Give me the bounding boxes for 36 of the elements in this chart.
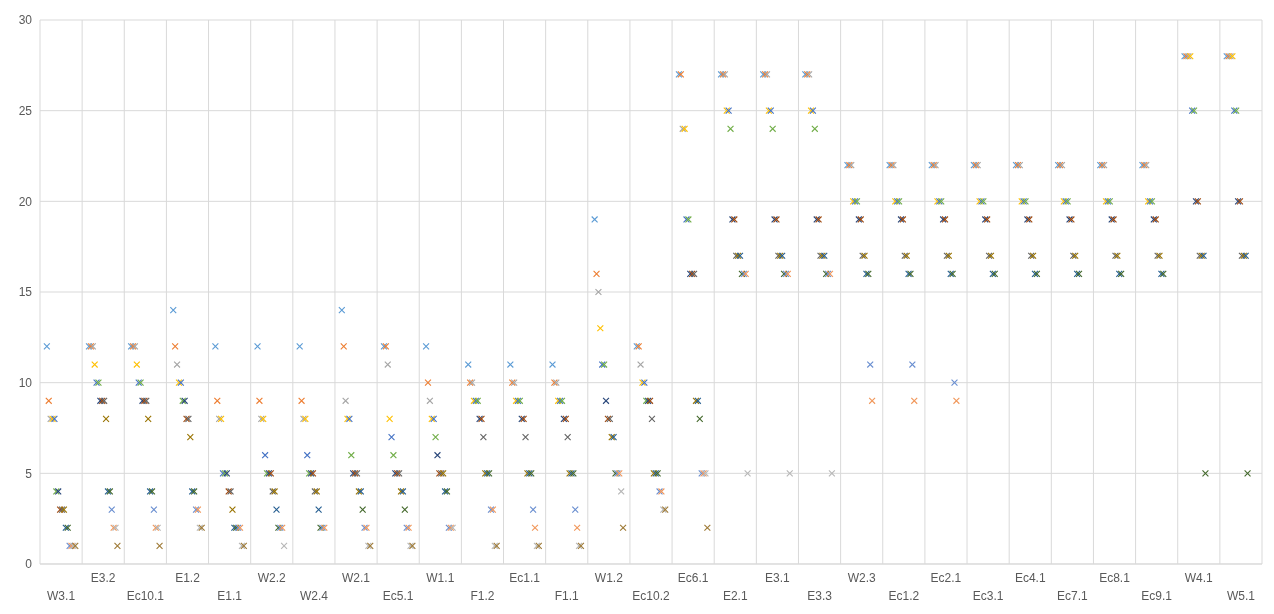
x-tick-label: W1.1	[426, 571, 455, 585]
y-tick-label: 10	[18, 375, 33, 390]
x-tick-label: W2.2	[257, 571, 287, 585]
x-tick-label: Ec3.1	[972, 589, 1004, 603]
x-tick-label: Ec9.1	[1141, 589, 1173, 603]
x-tick-label: Ec10.2	[632, 589, 671, 603]
x-tick-label: E2.1	[722, 589, 748, 603]
x-tick-label: Ec5.1	[382, 589, 414, 603]
y-tick-label: 30	[18, 13, 33, 28]
x-tick-label: W3.1	[47, 589, 76, 603]
y-tick-label: 25	[18, 103, 33, 118]
x-tick-label: E1.1	[217, 589, 243, 603]
x-tick-label: W2.4	[299, 589, 329, 603]
x-tick-label: Ec4.1	[1014, 571, 1046, 585]
x-tick-label: E3.3	[807, 589, 833, 603]
x-tick-label: Ec6.1	[677, 571, 709, 585]
x-tick-label: E3.1	[765, 571, 791, 585]
y-tick-label: 5	[25, 466, 33, 481]
x-tick-label: W2.1	[342, 571, 371, 585]
x-tick-label: Ec1.2	[888, 589, 920, 603]
x-tick-label: W4.1	[1184, 571, 1214, 585]
y-tick-label: 20	[18, 194, 33, 209]
x-tick-label: W1.2	[594, 571, 624, 585]
x-tick-label: Ec2.1	[930, 571, 962, 585]
x-tick-label: W2.3	[847, 571, 877, 585]
x-tick-label: F1.2	[470, 589, 495, 603]
x-tick-label: Ec10.1	[126, 589, 165, 603]
y-tick-label: 0	[25, 557, 33, 572]
y-tick-label: 15	[18, 285, 33, 300]
x-tick-label: F1.1	[554, 589, 580, 603]
x-tick-label: E3.2	[90, 571, 116, 585]
x-tick-label: W5.1	[1226, 589, 1256, 603]
x-tick-label: E1.2	[175, 571, 201, 585]
x-tick-label: Ec8.1	[1099, 571, 1131, 585]
x-tick-label: Ec1.1	[509, 571, 541, 585]
x-tick-label: Ec7.1	[1057, 589, 1089, 603]
